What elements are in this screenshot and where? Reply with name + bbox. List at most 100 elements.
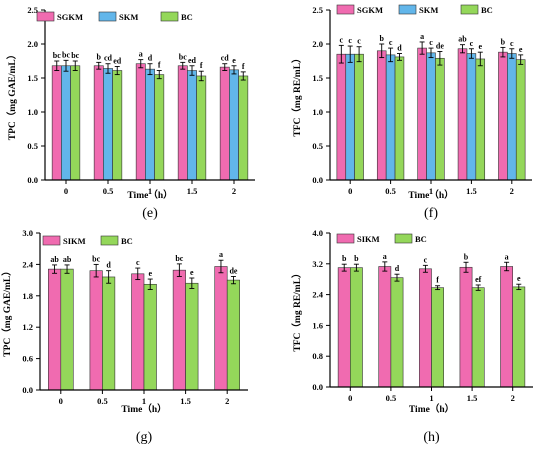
bar-bc: [435, 57, 445, 181]
bar-sgkm: [376, 50, 387, 181]
significance-label: f: [200, 61, 203, 70]
significance-label: de: [229, 266, 237, 275]
bar-sikm: [378, 266, 392, 388]
bar-sgkm: [498, 51, 508, 181]
legend-label: BC: [415, 234, 427, 244]
chart-panel-2: 0.00.61.21.82.43.0ab ab0bcd0.5ce1bce1.5ad…: [1, 228, 248, 445]
y-tick-label: 0.0: [312, 382, 323, 392]
legend-label: SKM: [119, 12, 138, 22]
y-tick-label: 2.4: [22, 259, 33, 269]
legend: SIKM BC: [42, 235, 133, 246]
bar-bc: [102, 276, 116, 391]
bar-skm: [385, 54, 396, 181]
bar-skm: [145, 68, 155, 181]
significance-label: b: [354, 254, 359, 263]
x-tick-label: 1: [429, 393, 433, 403]
y-tick-label: 1.6: [312, 320, 323, 330]
significance-label: b: [97, 52, 102, 61]
significance-label: d: [148, 54, 153, 63]
significance-label: ab: [458, 35, 467, 44]
x-tick-label: 0: [348, 393, 352, 403]
bar-bc: [196, 75, 207, 181]
bar-sgkm: [336, 53, 347, 181]
significance-label: cd: [104, 54, 113, 63]
x-tick-label: 1.5: [467, 393, 478, 403]
x-axis-label: Time（h）: [409, 403, 454, 415]
x-tick-label: 0.5: [386, 393, 397, 403]
significance-label: a: [420, 32, 424, 41]
legend: SGKM SKM BC: [36, 11, 193, 22]
legend-swatch-skm: [398, 4, 417, 15]
bar-bc: [226, 279, 240, 391]
x-tick-label: 2: [510, 186, 514, 196]
legend-swatch-sikm: [336, 233, 355, 244]
significance-label: c: [340, 35, 344, 44]
significance-label: b: [501, 37, 506, 46]
significance-label: c: [348, 36, 352, 45]
y-tick-label: 3.2: [312, 259, 323, 269]
y-tick-label: 1.0: [27, 107, 38, 117]
legend-label: BC: [181, 12, 193, 22]
y-tick-label: 2.5: [27, 5, 38, 15]
significance-label: c: [424, 255, 428, 264]
bar-sikm: [89, 270, 103, 391]
significance-label: ab: [63, 255, 72, 264]
significance-label: a: [139, 50, 143, 59]
y-tick-label: 1.2: [22, 322, 33, 332]
bar-skm: [187, 70, 197, 181]
x-tick-label: 0.5: [103, 186, 114, 196]
significance-label: e: [519, 45, 523, 54]
x-tick-label: 2: [232, 186, 236, 196]
bar-sikm: [48, 268, 62, 391]
x-axis-label: Time（h）: [127, 189, 172, 201]
y-tick-label: 2.0: [312, 39, 323, 49]
x-axis-label: Time（h）: [121, 403, 166, 415]
significance-label: c: [389, 38, 393, 47]
significance-label: bc: [53, 51, 61, 60]
bar-bc: [394, 56, 405, 181]
x-tick-label: 2: [225, 396, 229, 406]
significance-label: bc: [92, 254, 100, 263]
legend-swatch-sikm: [42, 235, 61, 246]
legend-swatch-sgkm: [36, 11, 55, 22]
bar-sikm: [500, 266, 513, 388]
significance-label: ab: [50, 255, 59, 264]
significance-label: b: [464, 252, 469, 261]
significance-label: e: [148, 269, 152, 278]
legend-label: SKM: [419, 5, 438, 15]
bar-bc: [431, 287, 444, 388]
significance-label: d: [397, 44, 402, 53]
y-tick-label: 2.0: [27, 39, 38, 49]
legend: SGKM SKM BC: [336, 4, 493, 15]
y-tick-label: 0.6: [22, 354, 33, 364]
x-tick-label: 2: [511, 393, 515, 403]
significance-label: bc: [62, 50, 70, 59]
y-tick-label: 0.0: [22, 385, 33, 395]
significance-label: de: [436, 41, 444, 50]
x-tick-label: 1.5: [187, 186, 198, 196]
legend-swatch-skm: [98, 11, 117, 22]
y-tick-label: 0.5: [27, 141, 38, 151]
bar-sikm: [214, 266, 228, 391]
significance-label: ef: [475, 275, 482, 284]
legend: SIKM BC: [336, 233, 427, 244]
chart-panel-3: 0.00.81.62.43.24.0b b0ad0.5cf1bef1.5ae2Ti…: [291, 228, 533, 445]
significance-label: f: [436, 276, 439, 285]
y-tick-label: 0.0: [312, 175, 323, 185]
significance-label: a: [505, 252, 509, 261]
legend-label: SIKM: [63, 236, 86, 246]
panel-label: (h): [423, 430, 440, 445]
y-tick-label: 3.0: [22, 228, 33, 238]
bar-sgkm: [93, 65, 104, 181]
bar-bc: [112, 70, 123, 181]
significance-label: cd: [221, 54, 230, 63]
bar-bc: [349, 267, 363, 388]
x-tick-label: 0: [64, 186, 68, 196]
x-tick-label: 1: [429, 186, 433, 196]
significance-label: c: [510, 39, 514, 48]
panel-label: (f): [424, 206, 438, 221]
y-tick-label: 1.5: [312, 73, 323, 83]
significance-label: b: [342, 254, 347, 263]
